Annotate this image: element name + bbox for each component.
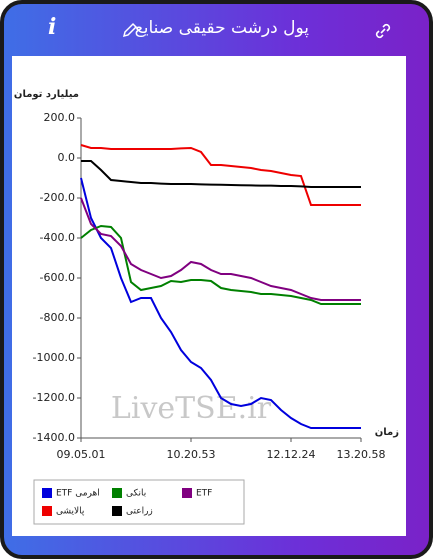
legend-box: [33, 479, 245, 525]
series-line: [80, 177, 361, 429]
legend-label: ETF اهرمی: [56, 489, 100, 499]
x-tick-label: 12.12.24: [267, 448, 316, 461]
series-line: [80, 224, 361, 305]
legend-label: پالایشی: [56, 507, 85, 517]
legend-swatch: [112, 488, 122, 498]
legend-label: ETF: [196, 489, 212, 499]
link-icon[interactable]: [374, 22, 392, 40]
page-title: پول درشت حقیقی صنایع: [134, 18, 309, 38]
x-tick-label: 13.20.58: [337, 448, 386, 461]
y-tick-label: 200.0: [44, 111, 76, 124]
x-tick-label: 09.05.01: [57, 448, 106, 461]
legend-label: زراعتی: [126, 507, 153, 517]
y-tick-label: -400.0: [40, 231, 75, 244]
legend-swatch: [42, 488, 52, 498]
y-tick-label: -600.0: [40, 271, 75, 284]
y-tick-label: -200.0: [40, 191, 75, 204]
y-tick-label: -1200.0: [33, 391, 75, 404]
y-axis-title: میلیارد تومان: [14, 89, 79, 100]
x-tick-label: 10.20.53: [167, 448, 216, 461]
series-line: [81, 160, 361, 188]
chart-card: میلیارد تومان LiveTSE.ir 200.0 0.0 -200.0 -40…: [12, 56, 406, 536]
legend-swatch: [182, 488, 192, 498]
y-tick-label: 0.0: [58, 151, 76, 164]
watermark: LiveTSE.ir: [111, 391, 272, 426]
series-line: [80, 197, 361, 301]
legend-swatch: [112, 506, 122, 516]
legend-swatch: [42, 506, 52, 516]
edit-icon[interactable]: [122, 22, 138, 38]
chart: میلیارد تومان LiveTSE.ir 200.0 0.0 -200.0 -40…: [14, 89, 399, 525]
series-line: [80, 144, 361, 206]
legend-label: بانکی: [126, 489, 146, 499]
info-icon[interactable]: i: [48, 14, 57, 40]
y-tick-label: -1400.0: [33, 431, 75, 444]
x-axis-title: زمان: [375, 427, 399, 438]
y-tick-label: -800.0: [40, 311, 75, 324]
header: i پول درشت حقیقی صنایع: [4, 4, 429, 56]
y-tick-label: -1000.0: [33, 351, 75, 364]
